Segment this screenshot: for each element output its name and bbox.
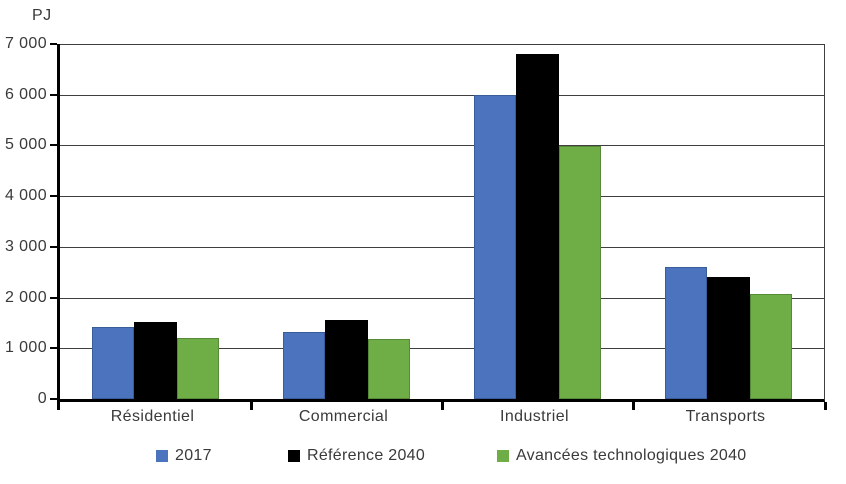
- bar-avanc-es-technologiques-2040-commercial: [367, 339, 410, 399]
- y-axis-tick: [50, 398, 57, 400]
- bar-2017-commercial: [283, 332, 326, 399]
- bar-2017-transports: [665, 266, 708, 399]
- y-axis-tick-label: 0: [37, 390, 47, 407]
- y-axis-tick-label: 4 000: [4, 187, 47, 205]
- y-axis-tick: [50, 93, 57, 96]
- legend-item-r-f-rence-2040: Référence 2040: [288, 447, 425, 465]
- y-axis-tick-label: 3 000: [4, 237, 47, 255]
- gridline: [60, 246, 824, 248]
- category-label-industriel: Industriel: [500, 408, 569, 425]
- gridline: [60, 94, 824, 96]
- bar-r-f-rence-2040-r-sidentiel: [134, 321, 177, 399]
- legend-label: Avancées technologiques 2040: [516, 447, 747, 464]
- bar-2017-r-sidentiel: [92, 327, 135, 399]
- y-axis-tick: [50, 43, 57, 45]
- legend-swatch-icon: [497, 450, 509, 462]
- y-axis-tick-label: 1 000: [4, 339, 47, 357]
- bar-r-f-rence-2040-commercial: [325, 320, 368, 399]
- y-axis-tick-label: 2 000: [4, 288, 47, 306]
- legend-swatch-icon: [288, 450, 300, 462]
- category-label-transports: Transports: [685, 408, 766, 425]
- legend-item-avanc-es-technologiques-2040: Avancées technologiques 2040: [497, 447, 747, 465]
- y-axis-unit-label: PJ: [32, 7, 52, 24]
- y-axis-tick: [50, 296, 57, 299]
- legend-item-2017: 2017: [156, 447, 212, 465]
- plot-area: [50, 43, 827, 410]
- bar-2017-industriel: [474, 94, 517, 399]
- bar-avanc-es-technologiques-2040-industriel: [558, 146, 601, 399]
- legend-label: Référence 2040: [307, 447, 426, 464]
- y-axis-tick-label: 7 000: [4, 35, 47, 52]
- gridline: [60, 145, 824, 147]
- x-axis-tick: [57, 402, 60, 410]
- x-axis-tick: [631, 402, 635, 410]
- y-axis-tick-label: 6 000: [4, 85, 47, 103]
- legend-label: 2017: [175, 447, 212, 464]
- gridline: [60, 196, 824, 198]
- bar-avanc-es-technologiques-2040-r-sidentiel: [176, 338, 219, 399]
- y-axis-tick: [50, 245, 57, 248]
- category-label-commercial: Commercial: [298, 408, 389, 425]
- x-axis-tick: [249, 402, 253, 410]
- legend-swatch-icon: [156, 450, 168, 462]
- y-axis-tick: [50, 195, 57, 198]
- y-axis-tick-label: 5 000: [4, 136, 47, 154]
- y-axis-tick: [50, 144, 57, 147]
- gridline: [60, 348, 824, 350]
- x-axis-tick: [440, 402, 444, 410]
- bar-r-f-rence-2040-industriel: [516, 54, 559, 399]
- bar-avanc-es-technologiques-2040-transports: [749, 294, 792, 399]
- gridline: [60, 297, 824, 299]
- category-label-r-sidentiel: Résidentiel: [110, 408, 195, 425]
- x-axis-tick: [824, 402, 827, 410]
- gridline: [60, 44, 824, 45]
- y-axis-tick: [50, 347, 57, 350]
- bar-r-f-rence-2040-transports: [707, 276, 750, 399]
